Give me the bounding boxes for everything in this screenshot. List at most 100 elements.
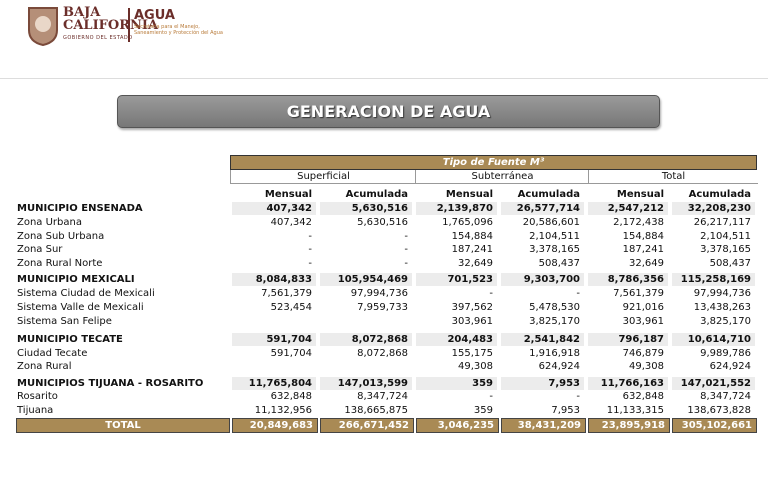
cell: 97,994,736 <box>693 288 751 299</box>
cell: 921,016 <box>622 302 664 313</box>
cell: 32,649 <box>629 258 664 269</box>
cell: 7,959,733 <box>357 302 408 313</box>
cell: 3,046,235 <box>416 418 499 433</box>
cell: 9,303,700 <box>501 273 584 286</box>
municipio-label: MUNICIPIO MEXICALI <box>17 274 135 285</box>
cell: 105,954,469 <box>320 273 412 286</box>
zona-label: Zona Urbana <box>17 217 82 228</box>
cell: 407,342 <box>232 202 316 215</box>
cell: 5,478,530 <box>529 302 580 313</box>
cell: 187,241 <box>451 244 493 255</box>
cell: 3,825,170 <box>529 316 580 327</box>
cell: 11,133,315 <box>606 405 664 416</box>
cell: 591,704 <box>232 333 316 346</box>
cell: 32,649 <box>458 258 493 269</box>
cell: - <box>576 391 580 402</box>
agency-subtitle: Secretaría para el Manejo, Saneamiento y… <box>134 24 223 36</box>
zona-label: Zona Rural Norte <box>17 258 103 269</box>
zona-label: Zona Sub Urbana <box>17 231 105 242</box>
cell: 2,547,212 <box>588 202 668 215</box>
cell: 624,924 <box>709 361 751 372</box>
cell: 5,630,516 <box>320 202 412 215</box>
cell: - <box>308 231 312 242</box>
cell: 2,139,870 <box>416 202 497 215</box>
cell: 3,378,165 <box>700 244 751 255</box>
cell: 591,704 <box>270 348 312 359</box>
zona-label: Sistema Ciudad de Mexicali <box>17 288 155 299</box>
total-label: TOTAL <box>16 418 230 433</box>
title-bar: GENERACION DE AGUA <box>117 95 660 128</box>
cell: 303,961 <box>451 316 493 327</box>
header-rule <box>0 78 768 79</box>
zona-label: Ciudad Tecate <box>17 348 88 359</box>
cell: 2,172,438 <box>613 217 664 228</box>
cell: 11,132,956 <box>254 405 312 416</box>
cell: 8,072,868 <box>320 333 412 346</box>
cell: 407,342 <box>270 217 312 228</box>
cell: 397,562 <box>451 302 493 313</box>
state-name: BAJA CALIFORNIA <box>63 5 159 33</box>
cell: 508,437 <box>709 258 751 269</box>
cell: 138,665,875 <box>344 405 408 416</box>
cell: 147,021,552 <box>672 377 755 390</box>
cell: 49,308 <box>458 361 493 372</box>
cell: 11,766,163 <box>588 377 668 390</box>
column-header: Mensual <box>616 189 664 200</box>
zona-label: Zona Sur <box>17 244 63 255</box>
cell: 13,438,263 <box>693 302 751 313</box>
cell: 266,671,452 <box>320 418 414 433</box>
cell: 746,879 <box>622 348 664 359</box>
column-header: Acumulada <box>688 189 751 200</box>
zona-label: Rosarito <box>17 391 58 402</box>
cell: 23,895,918 <box>588 418 670 433</box>
cell: 1,916,918 <box>529 348 580 359</box>
cell: 8,084,833 <box>232 273 316 286</box>
column-header: Mensual <box>445 189 493 200</box>
column-header: Acumulada <box>345 189 408 200</box>
cell: 359 <box>416 377 497 390</box>
logo-divider <box>128 8 130 42</box>
cell: 632,848 <box>622 391 664 402</box>
agency: AGUA <box>134 8 175 23</box>
municipio-label: MUNICIPIO TECATE <box>17 334 123 345</box>
cell: - <box>404 231 408 242</box>
cell: 508,437 <box>538 258 580 269</box>
cell: - <box>404 258 408 269</box>
cell: 11,765,804 <box>232 377 316 390</box>
cell: - <box>308 244 312 255</box>
cell: 10,614,710 <box>672 333 755 346</box>
municipio-label: MUNICIPIOS TIJUANA - ROSARITO <box>17 378 204 389</box>
cell: 632,848 <box>270 391 312 402</box>
cell: 7,953 <box>501 377 584 390</box>
cell: 9,989,786 <box>700 348 751 359</box>
group-header: Total <box>588 170 758 184</box>
zona-label: Tijuana <box>17 405 54 416</box>
cell: 2,541,842 <box>501 333 584 346</box>
zona-label: Zona Rural <box>17 361 72 372</box>
cell: 2,104,511 <box>529 231 580 242</box>
cell: 3,825,170 <box>700 316 751 327</box>
column-header: Acumulada <box>517 189 580 200</box>
cell: 8,072,868 <box>357 348 408 359</box>
cell: 20,849,683 <box>232 418 318 433</box>
cell: 7,561,379 <box>613 288 664 299</box>
cell: 303,961 <box>622 316 664 327</box>
cell: - <box>489 391 493 402</box>
cell: 8,347,724 <box>357 391 408 402</box>
cell: 26,217,117 <box>693 217 751 228</box>
cell: 523,454 <box>270 302 312 313</box>
cell: 187,241 <box>622 244 664 255</box>
cell: 1,765,096 <box>442 217 493 228</box>
cell: 3,378,165 <box>529 244 580 255</box>
cell: 38,431,209 <box>501 418 586 433</box>
cell: 7,953 <box>551 405 580 416</box>
cell: 8,347,724 <box>700 391 751 402</box>
cell: - <box>308 258 312 269</box>
cell: 359 <box>473 405 493 416</box>
cell: 147,013,599 <box>320 377 412 390</box>
cell: - <box>489 288 493 299</box>
cell: 115,258,169 <box>672 273 755 286</box>
municipio-label: MUNICIPIO ENSENADA <box>17 203 143 214</box>
cell: 138,673,828 <box>687 405 751 416</box>
